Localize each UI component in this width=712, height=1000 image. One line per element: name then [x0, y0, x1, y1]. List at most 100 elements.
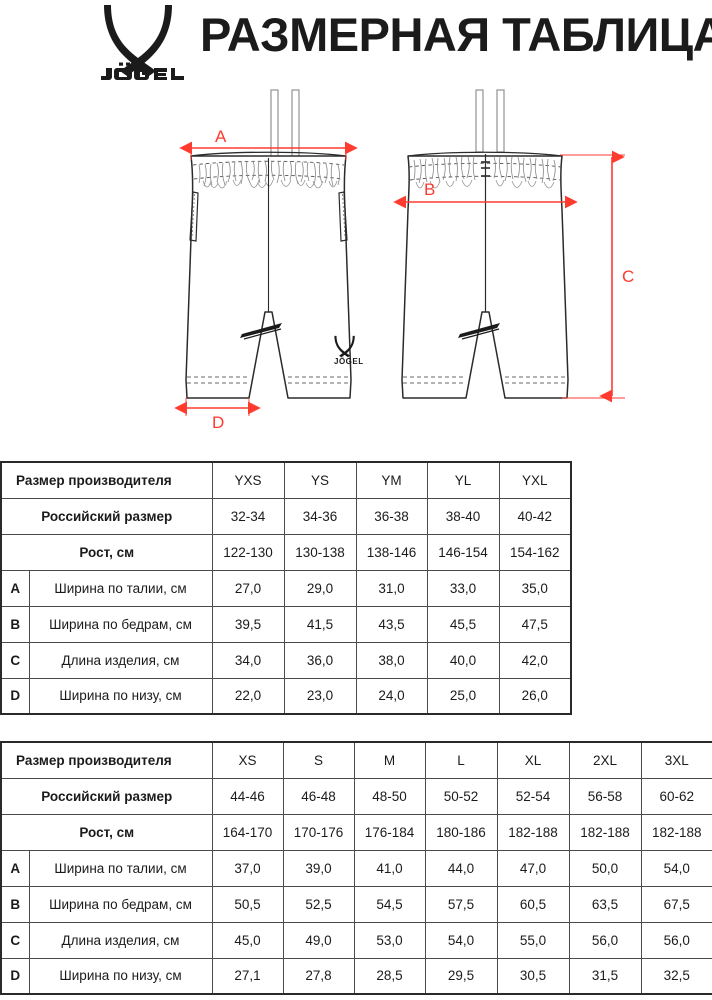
- measure-description-cell: Ширина по низу, см: [28, 957, 213, 995]
- size-header-cell: YS: [283, 461, 357, 499]
- measure-letter-cell: D: [0, 677, 30, 715]
- measure-value-cell: 27,1: [211, 957, 284, 995]
- size-header-cell: 146-154: [426, 533, 500, 571]
- measure-letter-cell: D: [0, 957, 30, 995]
- size-header-cell: 164-170: [211, 813, 284, 851]
- row-header-label: Российский размер: [0, 497, 213, 535]
- size-header-cell: 40-42: [498, 497, 572, 535]
- waist-width-arrow: A: [179, 127, 358, 160]
- svg-text:JÖGEL: JÖGEL: [334, 357, 364, 366]
- measure-description-cell: Ширина по талии, см: [28, 569, 213, 607]
- svg-text:A: A: [215, 127, 227, 146]
- size-header-cell: 170-176: [282, 813, 355, 851]
- measure-value-cell: 45,0: [211, 921, 284, 959]
- table-header-row: Российский размер 44-46 46-48 48-50 50-52 52-…: [0, 777, 712, 815]
- table-row: A Ширина по талии, см 27,0 29,0 31,0 33,0 35,0: [0, 569, 572, 607]
- measure-value-cell: 49,0: [282, 921, 355, 959]
- table-header-row: Рост, см 122-130 130-138 138-146 146-154 154-…: [0, 533, 572, 571]
- measure-value-cell: 27,8: [282, 957, 355, 995]
- size-header-cell: 138-146: [355, 533, 428, 571]
- table-header-row: Российский размер 32-34 34-36 36-38 38-40 40-…: [0, 497, 572, 535]
- measure-value-cell: 34,0: [211, 641, 285, 679]
- size-header-cell: 2XL: [568, 741, 642, 779]
- table-header-row: Размер производителя YXS YS YM YL YXL: [0, 461, 572, 499]
- measure-value-cell: 55,0: [496, 921, 570, 959]
- size-header-cell: 182-188: [496, 813, 570, 851]
- measure-value-cell: 27,0: [211, 569, 285, 607]
- measure-value-cell: 29,0: [283, 569, 357, 607]
- measure-value-cell: 56,0: [640, 921, 712, 959]
- size-header-cell: 48-50: [353, 777, 426, 815]
- size-header-cell: XL: [496, 741, 570, 779]
- table-row: D Ширина по низу, см 22,0 23,0 24,0 25,0 26,0: [0, 677, 572, 715]
- measure-value-cell: 32,5: [640, 957, 712, 995]
- size-header-cell: YXL: [498, 461, 572, 499]
- measure-value-cell: 25,0: [426, 677, 500, 715]
- measure-value-cell: 43,5: [355, 605, 428, 643]
- measure-letter-cell: C: [0, 641, 30, 679]
- size-header-cell: M: [353, 741, 426, 779]
- table-row: B Ширина по бедрам, см 39,5 41,5 43,5 45,5 47,…: [0, 605, 572, 643]
- measure-value-cell: 39,5: [211, 605, 285, 643]
- measure-value-cell: 57,5: [424, 885, 498, 923]
- measure-value-cell: 31,0: [355, 569, 428, 607]
- measure-description-cell: Ширина по бедрам, см: [28, 885, 213, 923]
- size-header-cell: 36-38: [355, 497, 428, 535]
- size-header-cell: 176-184: [353, 813, 426, 851]
- shorts-technical-diagram: JÖGEL A D: [0, 80, 712, 450]
- measure-value-cell: 22,0: [211, 677, 285, 715]
- leg-opening-width-arrow: D: [174, 398, 261, 432]
- youth-size-table: Размер производителя YXS YS YM YL YXL Российск…: [0, 461, 572, 715]
- measure-value-cell: 41,5: [283, 605, 357, 643]
- size-header-cell: 50-52: [424, 777, 498, 815]
- measure-letter-cell: A: [0, 849, 30, 887]
- size-header-cell: 56-58: [568, 777, 642, 815]
- measure-value-cell: 54,0: [640, 849, 712, 887]
- measure-value-cell: 44,0: [424, 849, 498, 887]
- measure-value-cell: 47,0: [496, 849, 570, 887]
- measure-value-cell: 53,0: [353, 921, 426, 959]
- table-row: A Ширина по талии, см 37,0 39,0 41,0 44,0 47,0…: [0, 849, 712, 887]
- table-row: C Длина изделия, см 34,0 36,0 38,0 40,0 42,0: [0, 641, 572, 679]
- measure-value-cell: 41,0: [353, 849, 426, 887]
- measure-value-cell: 47,5: [498, 605, 572, 643]
- size-header-cell: YM: [355, 461, 428, 499]
- measure-value-cell: 29,5: [424, 957, 498, 995]
- measure-value-cell: 60,5: [496, 885, 570, 923]
- measure-description-cell: Длина изделия, см: [28, 641, 213, 679]
- size-header-cell: S: [282, 741, 355, 779]
- svg-text:B: B: [424, 180, 435, 199]
- measure-value-cell: 54,5: [353, 885, 426, 923]
- measure-description-cell: Ширина по талии, см: [28, 849, 213, 887]
- measure-value-cell: 35,0: [498, 569, 572, 607]
- measure-description-cell: Длина изделия, см: [28, 921, 213, 959]
- measure-value-cell: 30,5: [496, 957, 570, 995]
- measure-value-cell: 23,0: [283, 677, 357, 715]
- size-header-cell: 122-130: [211, 533, 285, 571]
- size-header-cell: XS: [211, 741, 284, 779]
- measure-value-cell: 28,5: [353, 957, 426, 995]
- size-header-cell: 52-54: [496, 777, 570, 815]
- row-header-label: Размер производителя: [0, 461, 213, 499]
- front-shorts-technical-drawing: JÖGEL: [185, 89, 364, 399]
- table-header-row: Размер производителя XS S M L XL 2XL 3XL: [0, 741, 712, 779]
- adult-size-table: Размер производителя XS S M L XL 2XL 3XL Российс…: [0, 741, 712, 995]
- measure-value-cell: 42,0: [498, 641, 572, 679]
- size-header-cell: 60-62: [640, 777, 712, 815]
- measure-value-cell: 45,5: [426, 605, 500, 643]
- product-length-arrow: C: [560, 150, 634, 403]
- measure-value-cell: 50,5: [211, 885, 284, 923]
- size-header-cell: 182-188: [640, 813, 712, 851]
- measure-letter-cell: B: [0, 885, 30, 923]
- measure-value-cell: 38,0: [355, 641, 428, 679]
- table-row: C Длина изделия, см 45,0 49,0 53,0 54,0 55,0 56…: [0, 921, 712, 959]
- measure-value-cell: 37,0: [211, 849, 284, 887]
- table-row: B Ширина по бедрам, см 50,5 52,5 54,5 57,5 60,…: [0, 885, 712, 923]
- measure-value-cell: 56,0: [568, 921, 642, 959]
- size-header-cell: YL: [426, 461, 500, 499]
- measure-value-cell: 39,0: [282, 849, 355, 887]
- measure-value-cell: 52,5: [282, 885, 355, 923]
- measure-letter-cell: B: [0, 605, 30, 643]
- size-header-cell: 3XL: [640, 741, 712, 779]
- table-row: D Ширина по низу, см 27,1 27,8 28,5 29,5 30,5 3…: [0, 957, 712, 995]
